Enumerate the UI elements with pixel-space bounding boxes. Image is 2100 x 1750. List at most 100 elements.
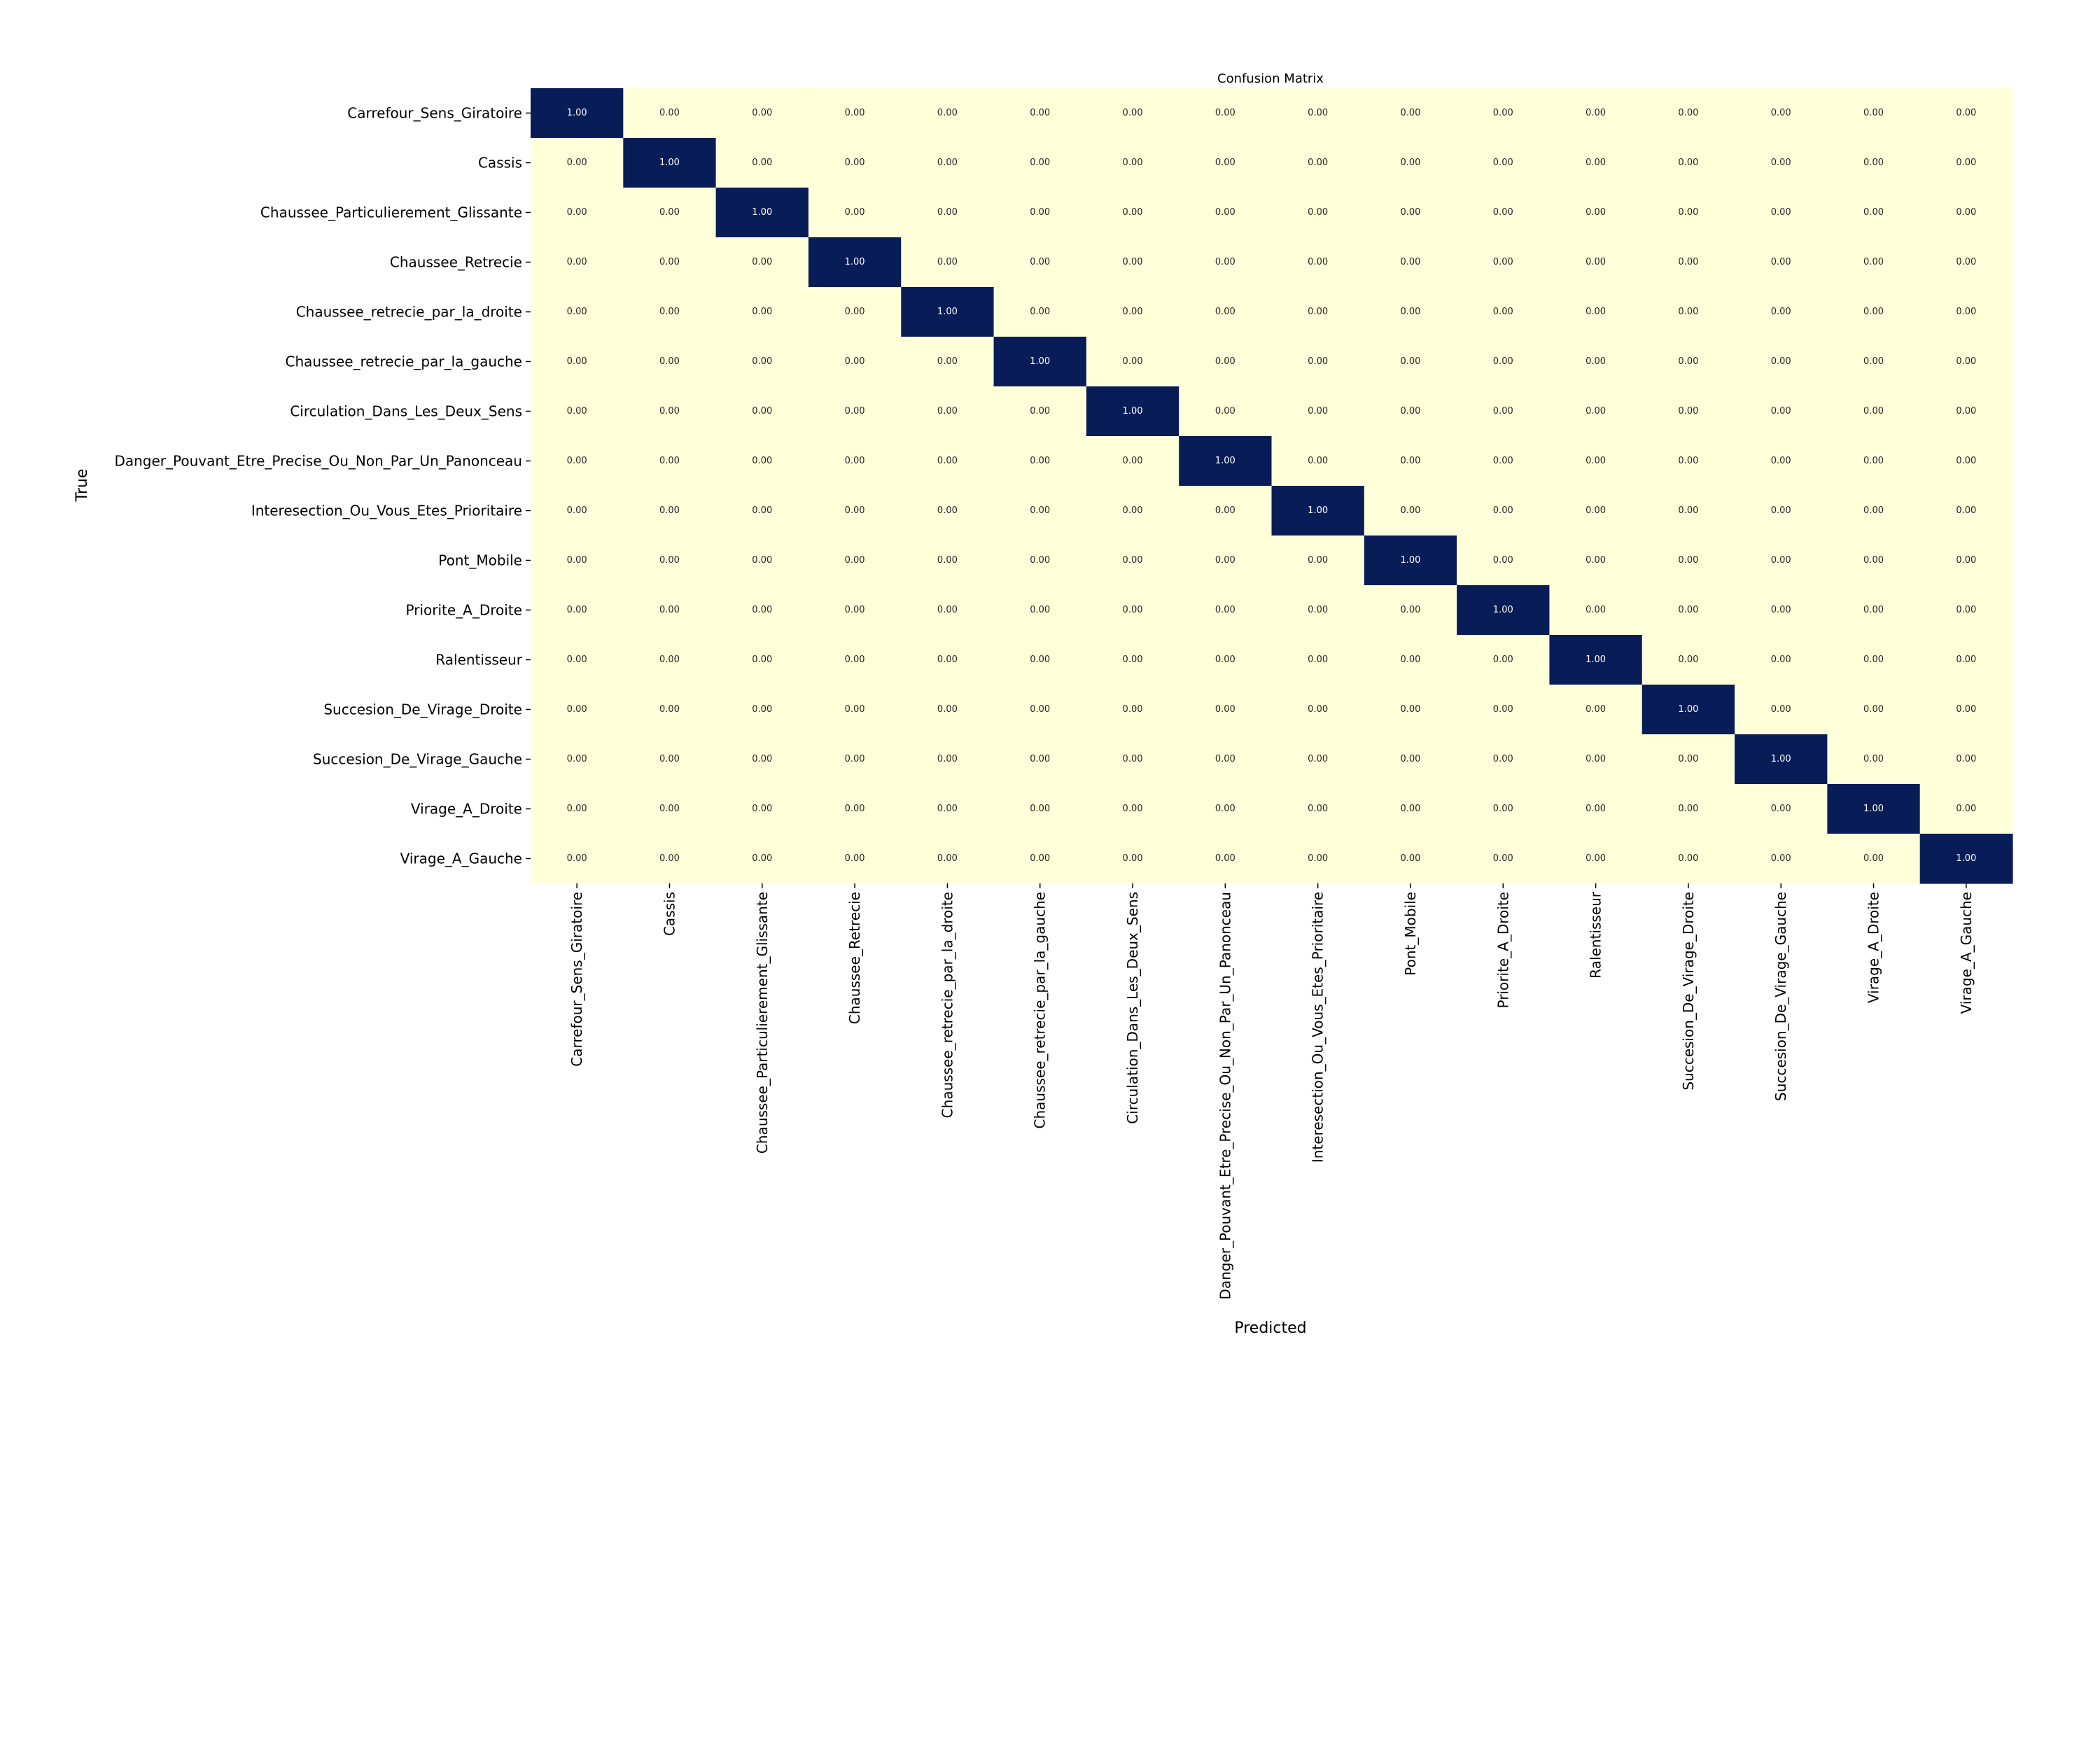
cell-value-label: 0.00 [1956, 505, 1976, 516]
cell-value-label: 0.00 [1863, 654, 1884, 665]
heatmap-cell [1179, 635, 1273, 685]
heatmap-cell [1919, 138, 2013, 188]
heatmap-cell [1735, 138, 1828, 188]
heatmap-cell [1549, 834, 1643, 884]
cell-value-label: 1.00 [1400, 555, 1420, 566]
x-tick-label: Virage_A_Gauche [1958, 892, 1975, 1014]
heatmap-cell [1827, 685, 1921, 735]
heatmap-cell [808, 834, 902, 884]
y-tick-label: Virage_A_Droite [411, 801, 522, 818]
heatmap-cell [1364, 337, 1457, 387]
cell-value-label: 0.00 [1586, 406, 1606, 416]
heatmap-cell [993, 536, 1087, 586]
cell-value-label: 0.00 [1215, 356, 1236, 367]
cell-value-label: 0.00 [1678, 356, 1698, 367]
heatmap-cell [1919, 635, 2013, 685]
cell-value-label: 0.00 [1308, 704, 1328, 715]
heatmap-cell [1179, 834, 1273, 884]
cell-value-label: 0.00 [1308, 654, 1328, 665]
heatmap-cell [1271, 337, 1365, 387]
heatmap-cell [1086, 486, 1180, 536]
heatmap-cell [623, 386, 717, 437]
heatmap-cell [623, 88, 717, 139]
heatmap-cell [531, 436, 624, 486]
heatmap-cell [1179, 784, 1273, 834]
heatmap-cell [531, 287, 624, 337]
heatmap-cell [1179, 734, 1273, 785]
heatmap-cell [901, 834, 995, 884]
heatmap-cell [623, 834, 717, 884]
heatmap-cell [715, 386, 809, 437]
cell-value-label: 0.00 [1863, 257, 1884, 267]
heatmap-cell [623, 784, 717, 834]
cell-value-label: 1.00 [752, 207, 772, 218]
cell-value-label: 0.00 [1771, 704, 1791, 715]
cell-value-label: 0.00 [845, 605, 865, 615]
y-axis-label: True [74, 469, 91, 503]
x-tick-label: Ralentisseur [1588, 891, 1604, 978]
cell-value-label: 0.00 [567, 654, 587, 665]
cell-value-label: 0.00 [1123, 605, 1143, 615]
heatmap-cell [1179, 138, 1273, 188]
cell-value-label: 0.00 [567, 605, 587, 615]
heatmap-cell [1086, 685, 1180, 735]
cell-value-label: 0.00 [752, 605, 772, 615]
cell-value-label: 0.00 [1215, 654, 1236, 665]
heatmap-cell [1271, 88, 1365, 139]
heatmap-cell [1919, 784, 2013, 834]
cell-value-label: 0.00 [937, 704, 958, 715]
heatmap-cell [1827, 237, 1921, 288]
heatmap-cell [1086, 834, 1180, 884]
heatmap-cell [1179, 436, 1273, 486]
cell-value-label: 0.00 [1030, 754, 1050, 764]
heatmap-cell [1549, 536, 1643, 586]
cell-value-label: 0.00 [1493, 207, 1513, 218]
heatmap-cell [1179, 188, 1273, 238]
heatmap-cell [1364, 386, 1457, 437]
heatmap-cell [993, 685, 1087, 735]
cell-value-label: 0.00 [1956, 356, 1976, 367]
cell-value-label: 0.00 [567, 207, 587, 218]
heatmap-cell [808, 734, 902, 785]
cell-value-label: 0.00 [567, 804, 587, 814]
cell-value-label: 0.00 [1030, 307, 1050, 317]
heatmap-cell [901, 386, 995, 437]
cell-value-label: 0.00 [1030, 108, 1050, 118]
heatmap-cell [1735, 188, 1828, 238]
heatmap-cell [1735, 784, 1828, 834]
heatmap-cell [1086, 237, 1180, 288]
cell-value-label: 0.00 [1771, 605, 1791, 615]
heatmap-cell [623, 138, 717, 188]
cell-value-label: 0.00 [1400, 257, 1420, 267]
cell-value-label: 0.00 [567, 356, 587, 367]
heatmap-cell [1364, 436, 1457, 486]
heatmap-cell [993, 784, 1087, 834]
heatmap-cell [1642, 88, 1735, 139]
heatmap-cell [1642, 635, 1735, 685]
cell-value-label: 0.00 [1586, 555, 1606, 566]
heatmap-cell [1364, 486, 1457, 536]
cell-value-label: 1.00 [845, 257, 865, 267]
cell-value-label: 0.00 [1771, 158, 1791, 168]
cell-value-label: 0.00 [1863, 505, 1884, 516]
heatmap-cell [1364, 834, 1457, 884]
cell-value-label: 0.00 [1308, 207, 1328, 218]
heatmap-cell [1179, 337, 1273, 387]
cell-value-label: 0.00 [1863, 158, 1884, 168]
heatmap-cell [1457, 486, 1550, 536]
heatmap-cell [808, 237, 902, 288]
cell-value-label: 0.00 [1956, 108, 1976, 118]
cell-value-label: 1.00 [1215, 456, 1236, 466]
heatmap-cell [1549, 188, 1643, 238]
heatmap-cell [715, 685, 809, 735]
cell-value-label: 0.00 [752, 804, 772, 814]
cell-value-label: 0.00 [1400, 158, 1420, 168]
heatmap-cell [1827, 188, 1921, 238]
cell-value-label: 0.00 [1400, 207, 1420, 218]
heatmap-cell [808, 685, 902, 735]
cell-value-label: 0.00 [659, 605, 680, 615]
cell-value-label: 0.00 [752, 754, 772, 764]
heatmap-cell [1827, 436, 1921, 486]
heatmap-cell [1735, 287, 1828, 337]
heatmap-cell [531, 734, 624, 785]
